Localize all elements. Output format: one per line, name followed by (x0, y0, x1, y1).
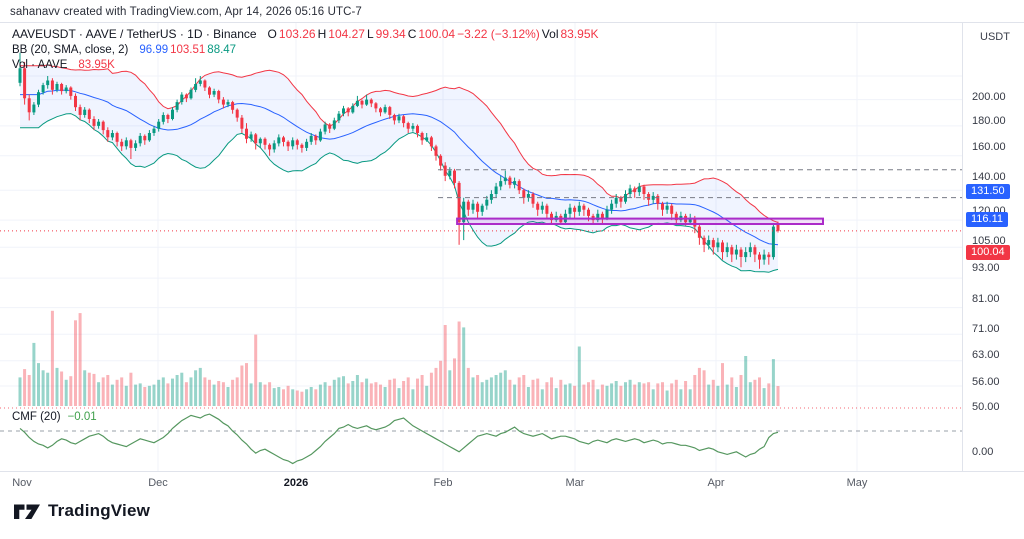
time-axis-month-label: 2026 (283, 477, 309, 489)
high-label: H (317, 27, 327, 41)
change-value: −3.22 (−3.12%) (457, 27, 540, 41)
time-axis-month-label: May (846, 477, 868, 489)
price-tick-label: 160.00 (972, 141, 1006, 153)
bb-legend-row[interactable]: BB (20, SMA, close, 2) 96.99 103.51 88.47 (12, 43, 601, 58)
chart-area[interactable]: AAVEUSDT · AAVE / TetherUS · 1D · Binanc… (0, 22, 1024, 497)
low-value: 99.34 (375, 27, 406, 41)
bb-basis-value: 96.99 (139, 44, 169, 56)
price-axis[interactable]: USDT 200.00 180.00 160.00 140.00 120.00 105.0… (962, 23, 1024, 496)
bb-label: BB (20, SMA, close, 2) (12, 44, 129, 56)
chart-legend[interactable]: AAVEUSDT · AAVE / TetherUS · 1D · Binanc… (12, 27, 601, 73)
price-level-tag: 116.11 (966, 212, 1009, 227)
volume-indicator-label: Vol · AAVE (12, 59, 68, 71)
price-tick-label: 180.00 (972, 115, 1006, 127)
time-axis-month-label: Nov (12, 477, 32, 489)
price-tick-label: 93.00 (972, 262, 1000, 274)
price-tick-label: 63.00 (972, 349, 1000, 361)
tradingview-logo-icon[interactable] (14, 503, 41, 520)
price-tick-label: 105.00 (972, 235, 1006, 247)
low-label: L (366, 27, 374, 41)
price-tick-label: 56.00 (972, 376, 1000, 388)
price-level-tag: 100.04 (966, 245, 1010, 260)
tradingview-wordmark[interactable]: TradingView (48, 501, 151, 520)
high-value: 104.27 (328, 27, 365, 41)
volume-label: Vol (541, 27, 559, 41)
bb-lower-value: 88.47 (207, 44, 237, 56)
time-axis-month-label: Feb (433, 477, 453, 489)
close-value: 100.04 (418, 27, 456, 41)
price-level-tag: 131.50 (966, 184, 1010, 199)
price-tick-label: 140.00 (972, 171, 1006, 183)
open-value: 103.26 (278, 27, 316, 41)
volume-value: 83.95K (560, 27, 599, 41)
axis-currency-label: USDT (980, 31, 1010, 43)
price-tick-label: 200.00 (972, 91, 1006, 103)
time-axis-month-label: Mar (565, 477, 585, 489)
volume-legend-row[interactable]: Vol · AAVE 83.95K (12, 58, 601, 73)
time-axis-month-label: Apr (707, 477, 725, 489)
price-tick-label: 50.00 (972, 401, 1000, 413)
time-axis-month-label: Dec (148, 477, 168, 489)
symbol-legend-row[interactable]: AAVEUSDT · AAVE / TetherUS · 1D · Binanc… (12, 27, 601, 42)
price-chart-canvas[interactable] (0, 23, 962, 496)
price-tick-label: 81.00 (972, 293, 1000, 305)
cmf-value: −0.01 (67, 411, 97, 423)
close-label: C (407, 27, 417, 41)
open-label: O (267, 27, 277, 41)
price-tick-label: 71.00 (972, 323, 1000, 335)
cmf-legend-row[interactable]: CMF (20) −0.01 (12, 411, 97, 423)
symbol-title: AAVEUSDT · AAVE / TetherUS · 1D · Binanc… (12, 27, 257, 41)
snapshot-caption: sahanavv created with TradingView.com, A… (10, 6, 362, 18)
cmf-zero-tick-label: 0.00 (972, 446, 994, 458)
footer: TradingView (14, 501, 150, 521)
time-axis[interactable]: Nov Dec 2026 Feb Mar Apr May (0, 471, 1024, 497)
bb-upper-value: 103.51 (170, 44, 206, 56)
volume-indicator-value: 83.95K (78, 59, 115, 71)
cmf-label: CMF (20) (12, 411, 61, 423)
